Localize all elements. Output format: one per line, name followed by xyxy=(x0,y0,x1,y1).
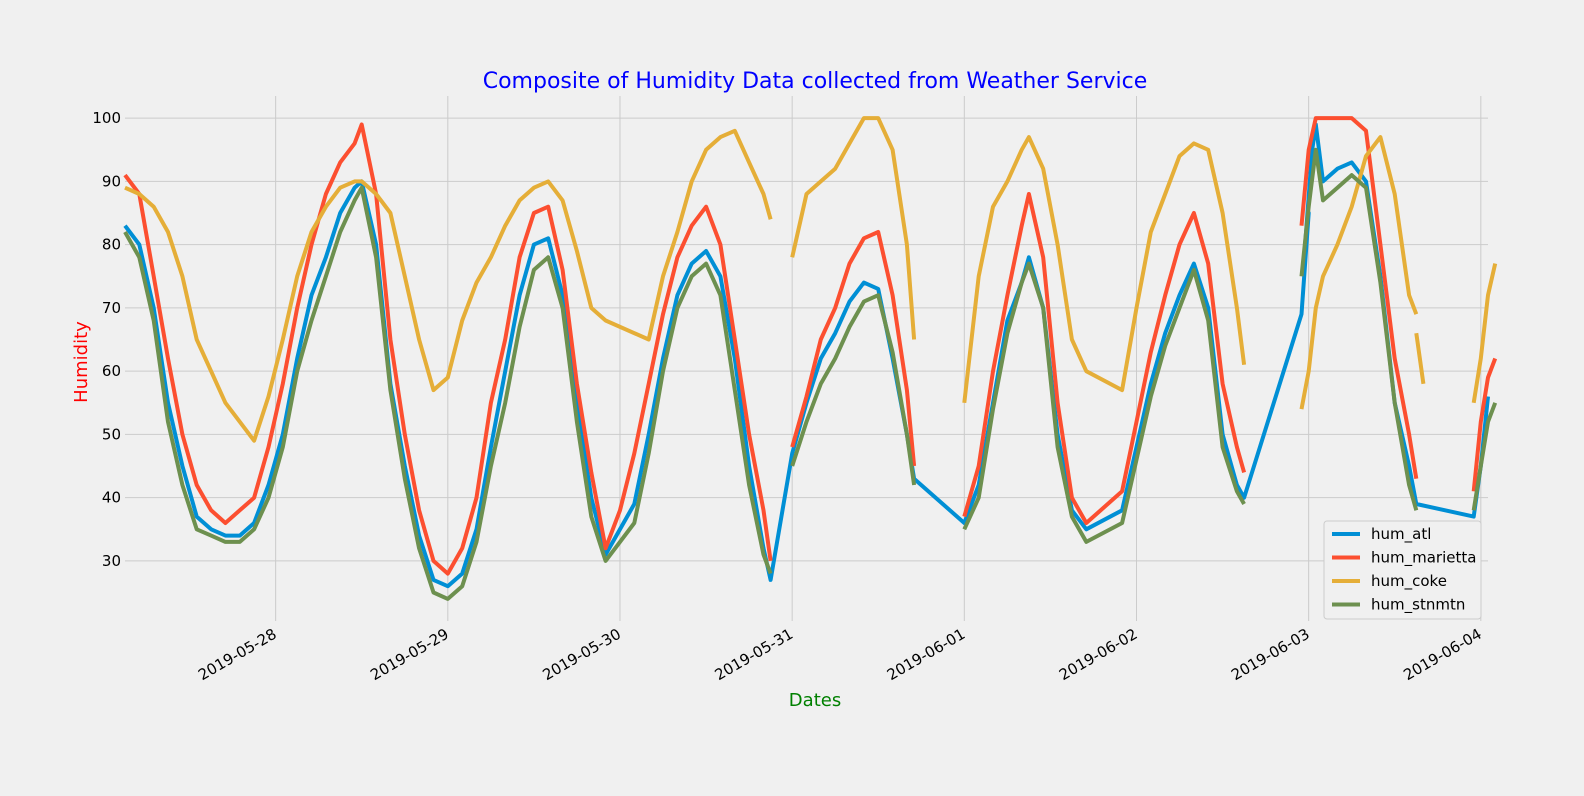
legend: hum_atl hum_marietta hum_coke hum_stnmtn xyxy=(1323,520,1482,620)
series-line-hum-coke xyxy=(1414,332,1426,385)
series-line-hum-atl xyxy=(123,122,1490,589)
y-tick-labels: 30 40 50 60 70 80 90 100 xyxy=(92,109,121,570)
y-tick-label: 70 xyxy=(102,299,121,317)
series-line-hum-coke xyxy=(962,135,1247,404)
series-line-hum-marietta xyxy=(123,122,773,576)
y-tick-label: 40 xyxy=(102,489,121,507)
y-axis-label: Humidity xyxy=(71,321,92,403)
series-line-hum-marietta xyxy=(1471,357,1498,492)
series-line-hum-stnmtn xyxy=(790,293,917,486)
series-line-hum-coke xyxy=(1299,135,1419,410)
y-tick-label: 100 xyxy=(92,109,121,127)
series-line-hum-stnmtn xyxy=(962,261,1246,544)
series-line-hum-stnmtn xyxy=(1471,402,1498,511)
legend-label: hum_atl xyxy=(1371,525,1431,544)
series-line-hum-marietta xyxy=(1299,116,1419,480)
chart-title: Composite of Humidity Data collected fro… xyxy=(483,69,1148,94)
series-line-hum-coke xyxy=(124,128,773,443)
series-line-hum-stnmtn xyxy=(1299,147,1419,511)
y-tick-label: 80 xyxy=(102,236,121,254)
series-line-hum-marietta xyxy=(790,230,917,467)
series-line-hum-marietta xyxy=(962,192,1247,525)
legend-label: hum_marietta xyxy=(1371,549,1476,568)
y-tick-label: 60 xyxy=(102,362,121,380)
legend-label: hum_stnmtn xyxy=(1371,596,1465,615)
y-tick-label: 90 xyxy=(102,172,121,190)
series-line-hum-coke xyxy=(1471,263,1498,404)
series-line-hum-coke xyxy=(790,116,917,340)
series-layer xyxy=(123,116,1498,601)
legend-label: hum_coke xyxy=(1371,572,1447,591)
series-line-hum-stnmtn xyxy=(123,185,773,601)
y-tick-label: 50 xyxy=(102,425,121,443)
y-tick-label: 30 xyxy=(102,552,121,570)
legend-box xyxy=(1323,520,1482,620)
x-axis-label: Dates xyxy=(789,690,841,711)
